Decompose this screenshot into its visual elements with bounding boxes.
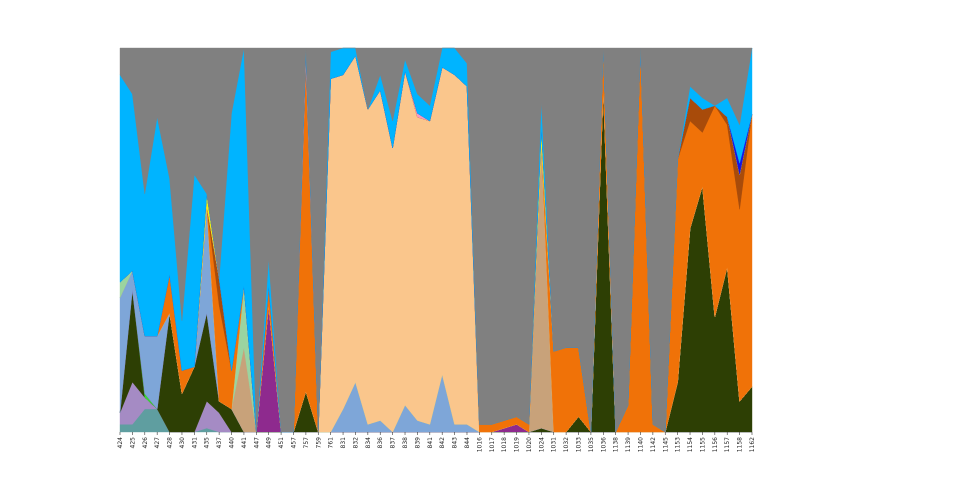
- x-tick-label: 441: [241, 437, 248, 449]
- x-tick-label: 437: [216, 437, 223, 449]
- x-tick-label: 1033: [576, 437, 583, 452]
- x-tick-label: 838: [402, 437, 409, 449]
- area-series-group: [119, 47, 753, 433]
- x-tick-label: 759: [315, 437, 322, 449]
- x-tick-label: 1138: [613, 437, 620, 452]
- x-tick-label: 1158: [737, 437, 744, 452]
- x-tick-label: 1019: [514, 437, 521, 452]
- x-tick-label: 837: [390, 437, 397, 449]
- x-tick-label: 1142: [650, 437, 657, 452]
- x-tick-label: 1024: [538, 437, 545, 452]
- x-tick-label: 1157: [724, 437, 731, 452]
- x-tick-label: 1016: [476, 437, 483, 452]
- x-tick-label: 1154: [687, 437, 694, 452]
- x-tick-label: 1017: [489, 437, 496, 452]
- x-tick-label: 449: [266, 437, 273, 449]
- x-tick-label: 831: [340, 437, 347, 449]
- x-tick-label: 426: [142, 437, 149, 449]
- x-tick-label: 1153: [675, 437, 682, 452]
- x-tick-label: 440: [229, 437, 236, 449]
- x-tick-label: 1036: [600, 437, 607, 452]
- x-tick-label: 761: [328, 437, 335, 449]
- x-tick-label: 1155: [699, 437, 706, 452]
- x-tick-label: 1140: [637, 437, 644, 452]
- x-tick-label: 430: [179, 437, 186, 449]
- x-tick-label: 836: [377, 437, 384, 449]
- x-tick-label: 431: [191, 437, 198, 449]
- x-tick-label: 834: [365, 437, 372, 449]
- area-series-gray: [119, 47, 753, 433]
- x-tick-label: 1020: [526, 437, 533, 452]
- x-tick-label: 843: [452, 437, 459, 449]
- x-tick-label: 1145: [662, 437, 669, 452]
- x-tick-label: 1031: [551, 437, 558, 452]
- x-tick-label: 841: [427, 437, 434, 449]
- x-tick-label: 1156: [712, 437, 719, 452]
- x-tick-label: 757: [303, 437, 310, 449]
- x-tick-label: 424: [117, 437, 124, 449]
- x-tick-label: 1162: [749, 437, 756, 452]
- x-tick-label: 428: [167, 437, 174, 449]
- x-tick-label: 839: [414, 437, 421, 449]
- x-tick-label: 435: [204, 437, 211, 449]
- x-tick-label: 457: [290, 437, 297, 449]
- x-axis-tick-labels: 424 425 426 427 428 430 431 435 437 440 441 447 449 4…: [117, 432, 756, 452]
- x-tick-label: 842: [439, 437, 446, 449]
- x-tick-label: 1018: [501, 437, 508, 452]
- x-tick-label: 1139: [625, 437, 632, 452]
- x-tick-label: 427: [154, 437, 161, 449]
- x-tick-label: 447: [253, 437, 260, 449]
- x-tick-label: 1035: [588, 437, 595, 452]
- x-tick-label: 832: [352, 437, 359, 449]
- x-tick-label: 1032: [563, 437, 570, 452]
- x-tick-label: 451: [278, 437, 285, 449]
- x-tick-label: 844: [464, 437, 471, 449]
- x-tick-label: 425: [129, 437, 136, 449]
